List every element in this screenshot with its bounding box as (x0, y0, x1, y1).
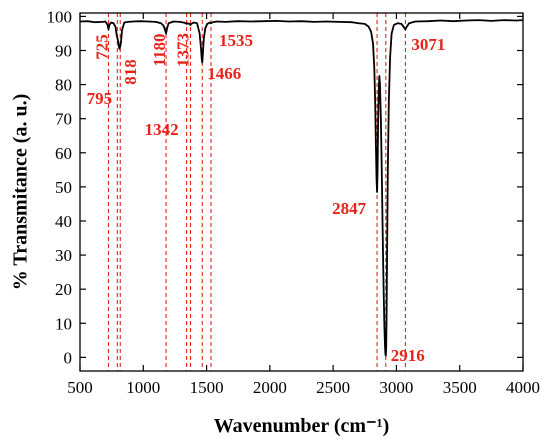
peak-label-2916: 2916 (391, 346, 425, 365)
y-tick-label: 100 (47, 7, 73, 26)
y-tick-label: 70 (55, 110, 72, 129)
y-tick-label: 0 (64, 348, 73, 367)
peak-label-1373: 1373 (173, 33, 192, 67)
peak-label-2847: 2847 (332, 199, 367, 218)
peak-label-1535: 1535 (219, 31, 253, 50)
peak-marker-lines (107, 13, 406, 371)
plot-frame (79, 12, 524, 372)
peak-label-3071: 3071 (411, 35, 445, 54)
peak-label-725: 725 (92, 34, 111, 60)
y-tick-label: 10 (55, 314, 72, 333)
x-tick-label: 500 (67, 378, 93, 397)
x-axis-title: Wavenumber (cm⁻¹) (214, 415, 390, 437)
x-tick-label: 1000 (126, 378, 160, 397)
series-line (79, 19, 524, 357)
axis-ticks: 500 1000 1500 2000 2500 3000 3500 4000 0 10 20 30 40… (47, 7, 541, 397)
y-tick-label: 20 (55, 280, 72, 299)
x-tick-label: 3000 (379, 378, 413, 397)
peak-labels: 725 795 818 1180 1342 1373 1466 1535 2847 2916 307… (87, 31, 446, 365)
peak-label-795: 795 (87, 89, 113, 108)
y-axis-title: % Transmitance (a. u.) (10, 94, 32, 290)
peak-label-1466: 1466 (207, 64, 241, 83)
peak-label-1342: 1342 (145, 120, 179, 139)
y-tick-label: 30 (55, 246, 72, 265)
x-tick-label: 3500 (443, 378, 477, 397)
x-tick-label: 1500 (190, 378, 224, 397)
y-tick-label: 40 (55, 212, 72, 231)
y-tick-label: 50 (55, 178, 72, 197)
x-tick-label: 4000 (506, 378, 540, 397)
y-tick-label: 60 (55, 144, 72, 163)
peak-label-818: 818 (121, 59, 140, 85)
y-tick-label: 90 (55, 42, 72, 61)
y-tick-label: 80 (55, 76, 72, 95)
x-tick-label: 2500 (316, 378, 350, 397)
peak-label-1180: 1180 (150, 33, 169, 66)
x-tick-label: 2000 (253, 378, 287, 397)
